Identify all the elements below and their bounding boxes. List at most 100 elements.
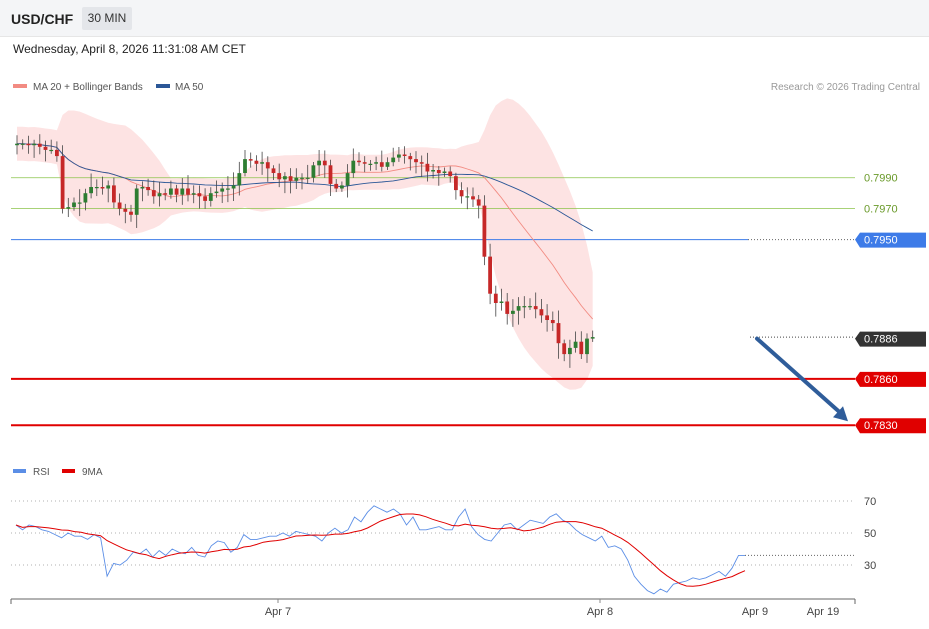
candle [49, 139, 54, 154]
candle [317, 149, 321, 176]
candle [550, 311, 555, 332]
candle [357, 152, 361, 166]
candle-body [454, 176, 458, 191]
price-tag-bg [855, 232, 926, 248]
candle [129, 204, 133, 222]
candle [562, 339, 567, 362]
candle [379, 150, 384, 172]
candle [55, 141, 59, 162]
candle-body [243, 159, 247, 173]
candle-body [511, 310, 515, 314]
candle [32, 139, 36, 158]
candle-body [419, 162, 424, 164]
candle-body [32, 143, 36, 146]
bollinger-band [17, 98, 593, 390]
ma50-legend-swatch [156, 84, 170, 88]
candle-body [493, 293, 498, 303]
candle [277, 163, 282, 188]
candle-body [305, 177, 310, 179]
candle [294, 168, 299, 189]
candle [220, 182, 225, 204]
credit-label: Research © 2026 Trading Central [771, 82, 920, 93]
candle [345, 164, 350, 198]
datetime-label: Wednesday, April 8, 2026 11:31:08 AM CET [13, 42, 246, 56]
candle-body [345, 173, 350, 186]
candle [362, 156, 367, 173]
candle-body [37, 143, 42, 147]
candle-body [43, 146, 48, 150]
candle [448, 166, 453, 183]
candle-body [300, 177, 304, 179]
candle [585, 333, 589, 363]
candle [305, 164, 310, 184]
candle [493, 285, 498, 317]
candle [476, 194, 481, 219]
candle-body [436, 170, 441, 174]
candle [271, 165, 276, 181]
candle [134, 184, 139, 228]
candle [397, 147, 401, 162]
candle-body [208, 193, 213, 201]
symbol-title: USD/CHF [11, 11, 74, 27]
candle-body [362, 162, 367, 164]
candle [516, 297, 521, 325]
candle [15, 135, 19, 155]
candle-body [220, 188, 225, 192]
candle [391, 147, 396, 167]
candle-body [146, 187, 150, 191]
candle-body [322, 160, 327, 166]
x-tick-label: Apr 19 [807, 606, 839, 618]
candle-body [77, 202, 82, 204]
candle-body [20, 143, 25, 145]
x-tick-label: Apr 7 [265, 606, 291, 618]
candle-body [465, 196, 470, 198]
candle-body [271, 168, 276, 173]
candle [169, 180, 173, 199]
candle [385, 157, 390, 170]
header-bar: USD/CHF 30 MIN [0, 0, 929, 37]
candle-body [112, 185, 116, 203]
ma50-line [17, 143, 593, 232]
candle-body [283, 176, 287, 180]
candle-body [254, 160, 259, 164]
candle [72, 197, 76, 211]
candle [454, 172, 458, 200]
candle-body [351, 160, 356, 174]
candle-body [317, 160, 321, 166]
candle [573, 331, 578, 353]
candle [482, 195, 487, 266]
candle-body [476, 199, 481, 206]
timeframe-button[interactable]: 30 MIN [82, 7, 132, 30]
candle-body [237, 173, 242, 186]
price-tag: 0.7970 [864, 204, 898, 216]
candle-body [334, 183, 339, 189]
candle-body [134, 188, 139, 215]
candle-body [408, 156, 413, 160]
candle-body [186, 188, 190, 195]
candle [374, 156, 378, 171]
forecast-arrow [755, 336, 844, 417]
candle [402, 146, 407, 164]
candle-body [214, 191, 219, 194]
candle [208, 187, 213, 207]
candle-body [151, 190, 156, 197]
candle-body [180, 188, 185, 195]
ma20-legend-label: MA 20 + Bollinger Bands [33, 82, 143, 93]
candle [499, 288, 504, 311]
candle-body [379, 162, 384, 167]
candle-body [568, 347, 572, 355]
candle-body [402, 154, 407, 156]
candle [471, 187, 475, 208]
price-tag: 0.7860 [864, 374, 898, 386]
candle [511, 299, 515, 327]
candle [112, 177, 116, 209]
candle [419, 155, 424, 177]
candle [203, 188, 207, 209]
candle-body [385, 162, 390, 167]
candle [533, 292, 538, 319]
candle-body [391, 157, 396, 163]
candle [66, 197, 71, 218]
candle-body [431, 170, 435, 172]
candle [505, 292, 510, 325]
